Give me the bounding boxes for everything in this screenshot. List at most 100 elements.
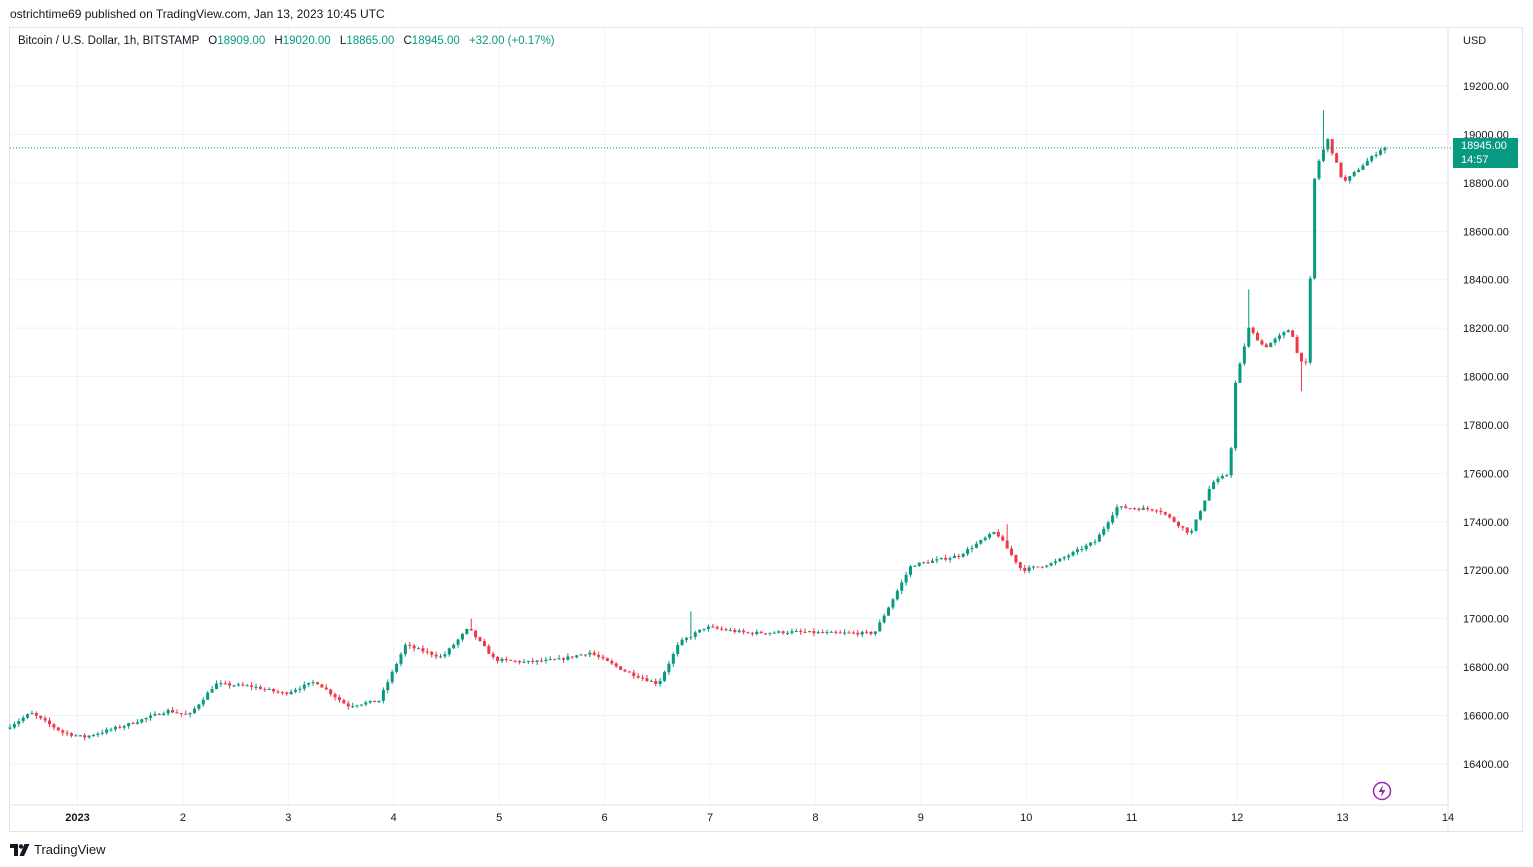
candle-body [1198,511,1202,520]
price-tick-label: 18400.00 [1463,275,1509,287]
legend-high: 19020.00 [282,35,331,47]
candle-body [39,715,43,719]
candle-body [105,729,109,733]
candle-body [1111,515,1115,523]
legend-high-label: H [274,35,283,47]
time-tick-label: 2 [180,812,186,824]
candle-body [944,557,948,560]
candle-body [1045,565,1049,567]
candle-body [601,656,605,659]
legend-open: 18909.00 [217,35,266,47]
candle-body [1256,332,1260,341]
candle-body [667,663,671,673]
candle-body [750,632,754,635]
candle-body [746,632,750,634]
last-price-badge: 18945.00 14:57 [1453,138,1518,168]
candle-body [8,727,12,729]
candle-body [1383,147,1387,151]
candle-body [223,683,227,685]
candle-body [425,651,429,653]
lightning-icon[interactable] [1372,781,1392,801]
candle-body [1093,541,1097,543]
candle-body [728,630,732,632]
candle-body [258,686,262,690]
candle-body [1005,540,1009,549]
candle-body [1137,508,1141,510]
candle-body [834,631,838,633]
candle-body [452,644,456,649]
candle-body [1238,363,1242,383]
candle-body [1023,568,1027,571]
price-tick-label: 16600.00 [1463,710,1509,722]
candle-body [922,562,926,564]
candle-body [865,631,869,633]
candle-body [1075,549,1079,552]
candle-body [1225,475,1229,477]
candle-body [588,652,592,655]
candle-body [65,732,69,734]
candle-body [803,631,807,633]
tradingview-logo[interactable]: TradingView [10,842,106,857]
candle-body [825,632,829,634]
time-tick-label: 4 [391,812,397,824]
candle-body [289,691,293,694]
candle-body [324,687,328,690]
candle-body [904,574,908,583]
candle-body [1097,534,1101,542]
candle-body [531,660,535,662]
candle-body [1102,528,1106,535]
candle-body [759,631,763,634]
candle-body [1194,519,1198,531]
candle-body [83,735,87,738]
candle-body [1049,563,1053,566]
candle-body [469,628,473,631]
candle-body [1067,555,1071,558]
price-tick-label: 17400.00 [1463,517,1509,529]
candle-body [113,726,117,730]
legend-change: +32.00 (+0.17%) [468,35,555,47]
candle-body [403,644,407,655]
candle-body [847,632,851,634]
candle-body [100,732,104,734]
candle-body [280,692,284,694]
price-tick-label: 19200.00 [1463,81,1509,93]
candle-body [641,677,645,679]
candle-body [1089,542,1093,546]
candle-body [786,632,790,634]
candle-body [346,703,350,707]
time-tick-label: 9 [918,812,924,824]
candle-body [1128,508,1132,510]
chart-frame [9,27,1523,832]
candle-body [1168,514,1172,518]
candle-body [711,626,715,628]
candle-body [206,692,210,700]
candle-body [26,714,30,718]
candle-body [298,688,302,690]
candle-body [755,631,759,635]
candle-body [487,646,491,654]
candle-body [1027,567,1031,571]
candle-body [188,713,192,715]
tradingview-logo-icon [10,843,30,856]
candle-body [210,689,214,693]
candle-body [465,628,469,634]
candle-body [658,680,662,684]
candle-body [201,699,205,705]
time-tick-label: 6 [602,812,608,824]
candle-body [118,726,122,728]
candle-body [645,678,649,682]
candle-body [676,644,680,654]
candle-body [408,644,412,646]
candle-body [421,648,425,652]
candle-body [1277,335,1281,339]
candle-body [509,659,513,661]
candle-body [337,697,341,701]
candle-body [1212,481,1216,489]
candle-body [1018,562,1022,569]
candle-body [913,565,917,567]
candle-body [91,735,95,737]
candle-body [496,656,500,662]
candle-body [799,631,803,633]
candle-body [236,684,240,686]
